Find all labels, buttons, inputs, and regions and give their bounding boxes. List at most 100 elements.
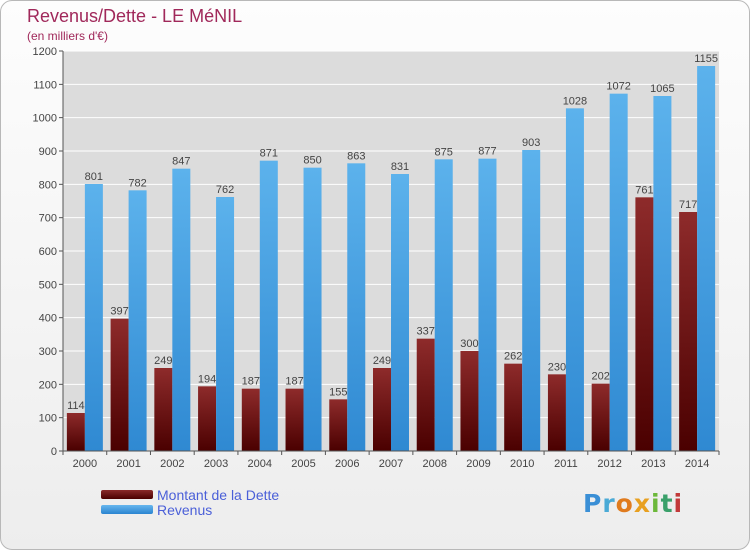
bar-revenue-2014 xyxy=(697,66,716,451)
x-tick-label: 2011 xyxy=(554,458,578,470)
data-label-revenue-2006: 863 xyxy=(347,150,365,162)
data-label-revenue-2010: 903 xyxy=(522,137,540,149)
bar-revenue-2002 xyxy=(172,168,191,451)
data-label-revenue-2007: 831 xyxy=(391,161,409,173)
legend-item-debt: Montant de la Dette xyxy=(101,486,280,503)
data-label-debt-2014: 717 xyxy=(679,199,697,211)
data-label-debt-2010: 262 xyxy=(504,351,522,363)
bar-debt-2013 xyxy=(635,197,654,451)
bar-debt-2009 xyxy=(460,351,479,451)
x-tick-label: 2005 xyxy=(291,458,315,470)
y-tick-label: 100 xyxy=(39,413,57,425)
bar-revenue-2006 xyxy=(347,163,366,452)
x-tick-label: 2012 xyxy=(597,458,621,470)
bar-revenue-2007 xyxy=(391,174,409,451)
data-label-revenue-2003: 762 xyxy=(216,184,234,196)
data-label-revenue-2001: 782 xyxy=(128,177,146,189)
data-label-debt-2012: 202 xyxy=(591,371,609,383)
bar-revenue-2000 xyxy=(84,184,103,451)
y-tick-label: 400 xyxy=(39,313,57,325)
legend-swatch-revenue xyxy=(101,505,153,514)
y-tick-label: 1000 xyxy=(33,113,57,125)
x-tick-label: 2001 xyxy=(116,458,140,470)
y-tick-label: 700 xyxy=(39,213,57,225)
bar-debt-2008 xyxy=(416,338,435,451)
bar-revenue-2008 xyxy=(434,159,453,452)
data-label-debt-2000: 114 xyxy=(67,400,85,412)
x-tick-label: 2000 xyxy=(73,458,97,470)
bar-revenue-2004 xyxy=(259,160,278,451)
legend-item-revenue: Revenus xyxy=(101,501,279,518)
data-label-debt-2002: 249 xyxy=(154,355,172,367)
chart-title: Revenus/Dette - LE MéNIL xyxy=(27,6,243,26)
data-label-revenue-2009: 877 xyxy=(478,146,496,158)
bar-debt-2011 xyxy=(547,374,566,451)
legend-label-debt: Montant de la Dette xyxy=(157,486,280,503)
data-label-revenue-2008: 875 xyxy=(435,146,453,158)
proxiti-logo: Proxiti xyxy=(583,489,684,518)
x-tick-label: 2007 xyxy=(379,458,403,470)
bar-debt-2012 xyxy=(591,383,610,451)
bar-revenue-2009 xyxy=(478,158,497,451)
legend-swatch-debt xyxy=(101,490,153,499)
bar-revenue-2011 xyxy=(565,108,584,451)
y-tick-label: 0 xyxy=(51,446,57,458)
bar-debt-2005 xyxy=(285,388,304,451)
data-label-debt-2013: 761 xyxy=(635,184,653,196)
data-label-debt-2011: 230 xyxy=(548,361,566,373)
bar-debt-2001 xyxy=(110,318,129,451)
x-tick-label: 2003 xyxy=(204,458,228,470)
y-tick-label: 1100 xyxy=(33,79,57,91)
bar-debt-2000 xyxy=(66,413,85,451)
data-label-revenue-2004: 871 xyxy=(260,148,278,160)
x-tick-label: 2013 xyxy=(641,458,665,470)
data-label-debt-2008: 337 xyxy=(417,326,435,338)
bar-revenue-2010 xyxy=(522,150,541,451)
chart-subtitle: (en milliers d'€) xyxy=(27,29,108,43)
data-label-revenue-2011: 1028 xyxy=(563,95,587,107)
y-tick-label: 600 xyxy=(39,246,57,258)
x-tick-label: 2008 xyxy=(422,458,446,470)
legend-label-revenue: Revenus xyxy=(157,501,213,518)
legend: Montant de la Dette Revenus xyxy=(101,486,280,518)
data-label-debt-2009: 300 xyxy=(460,338,478,350)
y-tick-label: 500 xyxy=(39,279,57,291)
data-label-revenue-2005: 850 xyxy=(303,155,321,167)
y-tick-label: 900 xyxy=(39,146,57,158)
bar-debt-2004 xyxy=(241,388,260,451)
data-label-revenue-2013: 1065 xyxy=(650,83,674,95)
data-label-debt-2004: 187 xyxy=(242,376,260,388)
x-tick-label: 2014 xyxy=(685,458,709,470)
data-label-revenue-2000: 801 xyxy=(85,171,103,183)
bar-revenue-2012 xyxy=(609,93,628,452)
bar-debt-2006 xyxy=(329,399,348,451)
x-tick-label: 2009 xyxy=(466,458,490,470)
y-tick-label: 800 xyxy=(39,179,57,191)
bar-debt-2014 xyxy=(679,212,698,451)
bar-revenue-2001 xyxy=(128,190,147,452)
x-tick-label: 2010 xyxy=(510,458,534,470)
bar-debt-2003 xyxy=(198,386,217,451)
data-label-debt-2005: 187 xyxy=(285,376,303,388)
data-label-debt-2006: 155 xyxy=(329,386,347,398)
data-label-revenue-2012: 1072 xyxy=(606,81,630,93)
bar-chart: 114 801 397 782 249 847 194 762 187 871 187 850 155 8… xyxy=(33,46,720,470)
data-label-debt-2003: 194 xyxy=(198,373,216,385)
y-tick-label: 300 xyxy=(39,346,57,358)
bar-debt-2010 xyxy=(504,363,523,451)
data-label-debt-2001: 397 xyxy=(110,306,128,318)
data-label-revenue-2002: 847 xyxy=(172,156,190,168)
bar-revenue-2003 xyxy=(216,197,235,451)
x-tick-label: 2004 xyxy=(248,458,272,470)
y-tick-label: 1200 xyxy=(33,46,57,58)
bar-revenue-2013 xyxy=(653,96,672,451)
x-tick-label: 2002 xyxy=(160,458,184,470)
bar-debt-2002 xyxy=(154,368,173,451)
x-tick-label: 2006 xyxy=(335,458,359,470)
data-label-debt-2007: 249 xyxy=(373,355,391,367)
data-label-revenue-2014: 1155 xyxy=(694,53,718,65)
y-tick-label: 200 xyxy=(39,379,57,391)
bar-revenue-2005 xyxy=(303,167,322,451)
bar-debt-2007 xyxy=(373,368,391,451)
